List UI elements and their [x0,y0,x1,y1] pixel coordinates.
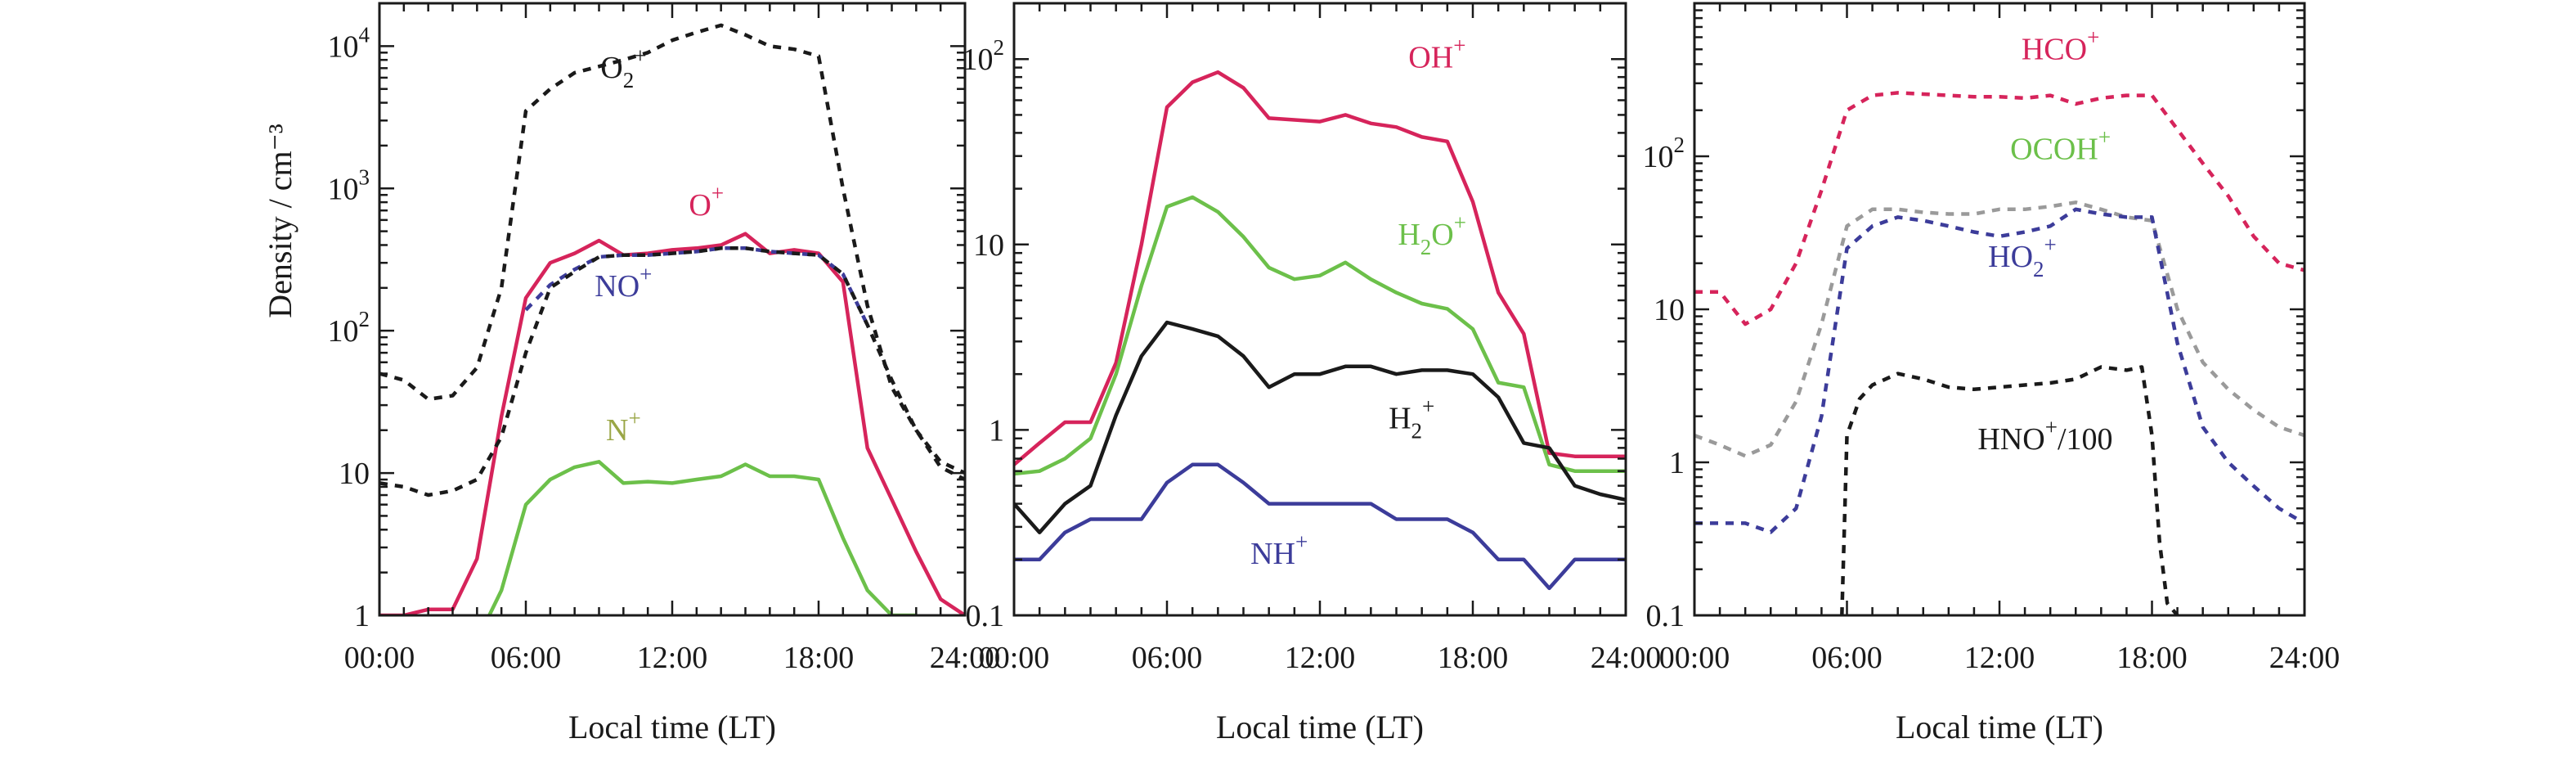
y-tick-label: 10 [1654,293,1685,327]
x-tick-label: 18:00 [783,641,855,675]
series-lines [1694,91,2304,615]
x-tick-label: 06:00 [1132,641,1203,675]
series-label: O+ [689,181,724,223]
series-line-oh [1014,70,1626,466]
y-tick-label: 104 [328,22,370,64]
series-line-hco [1694,91,2304,326]
x-tick-label: 00:00 [344,641,415,675]
y-tick-label: 103 [328,164,370,206]
series-label: OH+ [1408,34,1465,75]
x-axis-title: Local time (LT) [1216,709,1424,745]
x-tick-label: 18:00 [1438,641,1509,675]
series-line-hno-100 [1840,365,2179,615]
y-tick-label: 102 [328,307,370,349]
x-tick-label: 24:00 [2269,641,2340,675]
y-tick-label: 10 [339,457,370,491]
y-tick-label: 102 [963,35,1005,77]
y-tick-label: 102 [1643,133,1685,174]
x-axis-title: Local time (LT) [568,709,776,745]
x-tick-label: 06:00 [1811,641,1883,675]
series-label: O2+ [600,43,646,92]
panel-ion-densities-protonated: 0.1 1 10 102 00:00 06:00 12:00 18:00 24:00 Local … [1643,2,2340,745]
y-tick-label: 10 [973,228,1004,263]
series-line-h2 [1014,320,1626,534]
density-axis-title: Density / cm⁻³ [262,124,298,318]
x-tick-label: 24:00 [930,641,1001,675]
series-line-nh [1014,462,1626,591]
series-line-ocoh [1694,200,2304,458]
y-tick-label: 0.1 [966,599,1005,633]
series-label: OCOH+ [2010,124,2111,166]
series-line-o [379,232,965,615]
panel-ion-densities-hydrides: 0.1 1 10 102 00:00 06:00 12:00 18:00 24:00 Local … [963,2,1662,745]
y-tick-label: 1 [989,413,1004,448]
series-label: N+ [606,406,641,448]
plot-frame [1012,2,1627,617]
x-tick-label: 00:00 [979,641,1050,675]
y-tick-label: 1 [1669,446,1685,480]
series-line-h2o [1014,195,1626,476]
series-label: HO2+ [1988,232,2057,281]
x-tick-label: 12:00 [1285,641,1356,675]
series-label: NO+ [595,262,652,304]
series-line-no [524,246,869,326]
series-line-ho2 [1694,207,2304,534]
series-label: H2+ [1389,394,1434,443]
y-tick-label: 1 [354,599,370,633]
series-label: NH+ [1250,529,1308,571]
x-tick-label: 24:00 [1591,641,1662,675]
series-lines [379,23,965,615]
x-tick-label: 12:00 [1964,641,2035,675]
x-tick-label: 18:00 [2116,641,2188,675]
series-lines [1014,70,1626,591]
series-label: HCO+ [2022,25,2099,67]
plot-frame [378,2,967,617]
series-line-no-gray-tail [379,246,965,498]
x-axis-title: Local time (LT) [1896,709,2103,745]
x-tick-label: 12:00 [637,641,708,675]
x-tick-label: 06:00 [491,641,562,675]
y-tick-label: 0.1 [1646,599,1685,633]
series-label: HNO+/100 [1977,415,2112,457]
density-axis-title-group: Density / cm⁻³ [262,124,298,318]
panel-ion-densities-major: 1 10 102 103 104 00:00 06:00 12:00 18:00 24:00 Loc… [328,2,1001,745]
series-line-o2 [379,23,965,475]
series-label: H2O+ [1398,210,1466,259]
series-line-n [487,460,917,615]
x-tick-label: 00:00 [1659,641,1730,675]
